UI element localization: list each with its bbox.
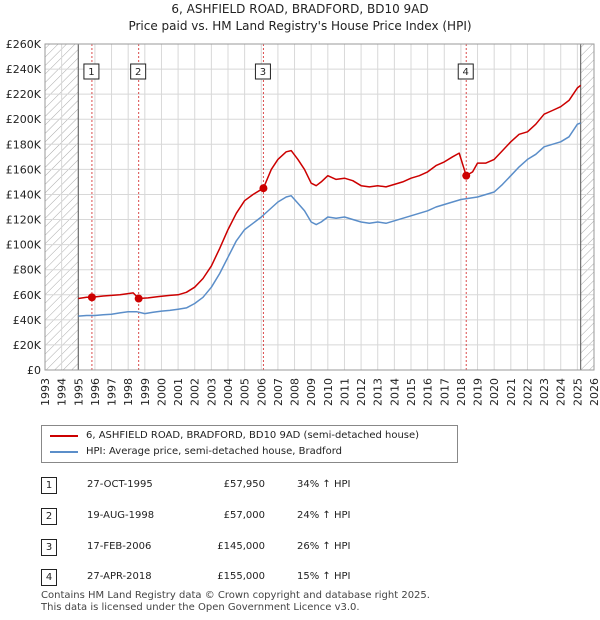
x-tick-label: 2009: [305, 378, 318, 406]
transaction-date: 27-OCT-1995: [87, 479, 153, 490]
x-tick-label: 2023: [538, 378, 551, 406]
plot-area: [45, 44, 594, 370]
sale-point: [87, 293, 96, 302]
x-tick-label: 2012: [355, 378, 368, 406]
legend-swatch-hpi: [50, 450, 78, 453]
x-tick-label: 1994: [56, 378, 69, 406]
x-tick-label: 2008: [289, 378, 302, 406]
y-tick-label: £100K: [6, 239, 42, 252]
x-tick-label: 2022: [521, 378, 534, 406]
x-tick-label: 1995: [72, 378, 85, 406]
transaction-hpi: 24% ↑ HPI: [297, 510, 351, 521]
chart-subtitle: Price paid vs. HM Land Registry's House …: [128, 19, 472, 33]
y-tick-label: £120K: [6, 214, 42, 227]
price-chart: £0 £20K £40K £60K £80K £100K £120K £140K £160K £1…: [6, 38, 600, 406]
sale-point: [134, 294, 143, 303]
sale-number-box: [254, 63, 271, 80]
x-tick-label: 2018: [455, 378, 468, 406]
legend-label-property: 6, ASHFIELD ROAD, BRADFORD, BD10 9AD (se…: [86, 430, 420, 441]
y-tick-label: £180K: [6, 138, 42, 151]
x-tick-label: 2002: [189, 378, 202, 406]
x-tick-label: 2004: [222, 378, 235, 406]
post-data-hatch: [580, 44, 594, 370]
y-tick-label: £220K: [6, 88, 42, 101]
x-tick-label: 2003: [205, 378, 218, 406]
y-tick-label: £160K: [6, 163, 42, 176]
footer-copyright: Contains HM Land Registry data © Crown c…: [41, 590, 430, 601]
sale-number-label: 4: [463, 67, 469, 78]
sale-number-box: [457, 63, 474, 80]
x-tick-label: 2011: [338, 378, 351, 406]
y-tick-label: £140K: [6, 188, 42, 201]
x-tick-label: 2024: [555, 378, 568, 406]
x-tick-label: 2015: [405, 378, 418, 406]
legend-item-property: 6, ASHFIELD ROAD, BRADFORD, BD10 9AD (se…: [50, 430, 419, 441]
transaction-date: 17-FEB-2006: [87, 541, 152, 552]
transaction-hpi: 15% ↑ HPI: [297, 571, 351, 582]
footer-licence: This data is licensed under the Open Gov…: [41, 602, 360, 613]
x-tick-label: 2005: [239, 378, 252, 406]
x-tick-label: 1999: [139, 378, 152, 406]
transaction-price: £155,000: [217, 571, 265, 582]
transaction-hpi: 34% ↑ HPI: [297, 479, 351, 490]
y-tick-label: £60K: [13, 289, 42, 302]
sale-point: [259, 184, 268, 193]
sale-number-label: 1: [88, 67, 94, 78]
hpi-line: [78, 122, 581, 317]
x-tick-label: 1996: [89, 378, 102, 406]
transaction-number: 2: [41, 508, 57, 525]
x-tick-label: 2017: [438, 378, 451, 406]
x-tick-label: 2021: [505, 378, 518, 406]
transaction-date: 27-APR-2018: [87, 571, 152, 582]
x-tick-label: 2020: [488, 378, 501, 406]
x-tick-label: 1998: [122, 378, 135, 406]
transaction-price: £145,000: [217, 541, 265, 552]
transaction-number: 1: [41, 477, 57, 494]
y-tick-label: £80K: [13, 264, 42, 277]
transaction-price: £57,000: [223, 510, 265, 521]
transaction-number: 4: [41, 569, 57, 586]
y-tick-label: £200K: [6, 113, 42, 126]
x-tick-label: 2013: [372, 378, 385, 406]
y-tick-label: £40K: [13, 314, 42, 327]
sale-number-box: [130, 63, 147, 80]
x-tick-label: 2001: [172, 378, 185, 406]
x-tick-label: 2010: [322, 378, 335, 406]
plot-frame: [44, 43, 595, 371]
x-tick-label: 2007: [272, 378, 285, 406]
y-tick-label: £260K: [6, 38, 42, 51]
legend-label-hpi: HPI: Average price, semi-detached house,…: [86, 446, 342, 457]
sale-number-box: [83, 63, 100, 80]
y-tick-label: £0: [27, 364, 41, 377]
x-tick-label: 2000: [155, 378, 168, 406]
x-tick-label: 1993: [39, 378, 52, 406]
legend: 6, ASHFIELD ROAD, BRADFORD, BD10 9AD (se…: [41, 425, 458, 463]
sale-point: [462, 171, 471, 180]
y-tick-label: £240K: [6, 63, 42, 76]
x-tick-label: 2019: [472, 378, 485, 406]
x-tick-label: 1997: [106, 378, 119, 406]
x-tick-label: 2006: [255, 378, 268, 406]
chart-title: 6, ASHFIELD ROAD, BRADFORD, BD10 9AD: [171, 2, 429, 16]
legend-item-hpi: HPI: Average price, semi-detached house,…: [50, 446, 342, 457]
x-tick-label: 2026: [588, 378, 600, 406]
sale-number-label: 3: [260, 67, 266, 78]
legend-swatch-property: [50, 434, 78, 437]
x-tick-label: 2016: [422, 378, 435, 406]
transaction-number: 3: [41, 539, 57, 556]
sale-number-label: 2: [135, 67, 141, 78]
transaction-price: £57,950: [223, 479, 265, 490]
transaction-hpi: 26% ↑ HPI: [297, 541, 351, 552]
x-tick-label: 2014: [388, 378, 401, 406]
transaction-date: 19-AUG-1998: [87, 510, 155, 521]
x-tick-label: 2025: [571, 378, 584, 406]
y-tick-label: £20K: [13, 339, 42, 352]
property-price-line: [78, 84, 582, 300]
